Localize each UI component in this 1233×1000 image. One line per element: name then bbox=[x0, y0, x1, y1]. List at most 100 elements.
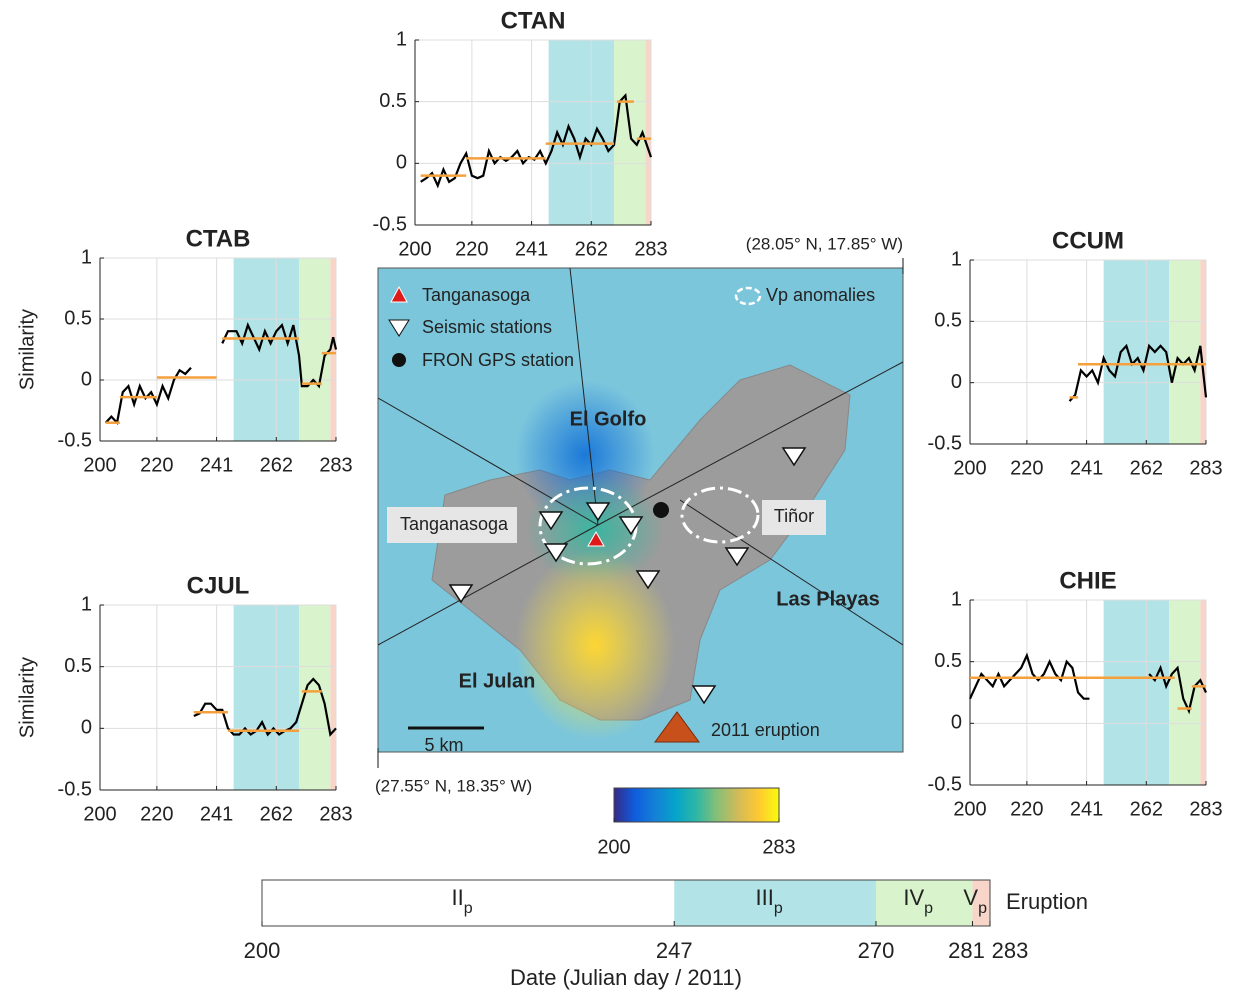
timeline-tick-label: 270 bbox=[858, 938, 895, 963]
y-tick-label: 0.5 bbox=[379, 90, 407, 112]
y-tick-label: 0 bbox=[81, 717, 92, 739]
phase-bar bbox=[262, 880, 675, 926]
y-tick-label: 0 bbox=[951, 712, 962, 734]
phase-bar bbox=[674, 880, 876, 926]
phase-shade bbox=[1200, 260, 1206, 444]
x-tick-label: 200 bbox=[953, 798, 986, 820]
similarity-line bbox=[104, 322, 338, 426]
phase-label: IIp bbox=[452, 885, 473, 917]
x-tick-label: 220 bbox=[1010, 798, 1043, 820]
x-tick-label: 283 bbox=[1189, 457, 1222, 479]
y-tick-label: -0.5 bbox=[58, 429, 92, 451]
x-tick-label: 262 bbox=[1130, 798, 1163, 820]
corner-coord: (28.05° N, 17.85° W) bbox=[746, 234, 903, 253]
phase-shade bbox=[233, 605, 300, 790]
similarity-line bbox=[193, 677, 337, 737]
phase-subscript: p bbox=[464, 900, 473, 917]
phase-label: IIIp bbox=[755, 885, 782, 917]
legend-marker bbox=[390, 285, 408, 303]
label-box bbox=[762, 500, 826, 535]
y-axis-label: Similarity bbox=[16, 657, 38, 738]
station bbox=[724, 547, 750, 567]
y-tick-label: 0 bbox=[396, 152, 407, 174]
x-tick-label: 200 bbox=[953, 457, 986, 479]
timeline-tick-label: 247 bbox=[656, 938, 693, 963]
legend-label: FRON GPS station bbox=[422, 350, 574, 370]
y-tick-label: -0.5 bbox=[58, 778, 92, 800]
phase-shade bbox=[100, 605, 234, 790]
map: Tanganasoga Seismic stations FRON GPS st… bbox=[375, 234, 904, 795]
phase-shade bbox=[233, 258, 300, 441]
chart-title: CCUM bbox=[1052, 227, 1124, 254]
x-tick-label: 262 bbox=[575, 238, 608, 260]
place-label: El Golfo bbox=[570, 408, 647, 430]
y-tick-label: 0.5 bbox=[64, 307, 92, 329]
similarity-line bbox=[969, 652, 1207, 715]
place-label: Tanganasoga bbox=[400, 514, 509, 534]
phase-shade bbox=[1103, 600, 1170, 785]
x-tick-label: 283 bbox=[319, 803, 352, 825]
phase-name: III bbox=[755, 885, 773, 910]
y-tick-label: 1 bbox=[951, 588, 962, 610]
gps-station bbox=[653, 502, 669, 518]
y-tick-label: 0.5 bbox=[64, 655, 92, 677]
legend-marker bbox=[734, 286, 762, 306]
x-tick-label: 241 bbox=[200, 803, 233, 825]
vp-anomaly bbox=[680, 486, 760, 544]
phase-shade bbox=[330, 258, 336, 441]
legend-marker bbox=[392, 353, 406, 367]
x-tick-label: 262 bbox=[1130, 457, 1163, 479]
timeline-tick-label: 281 bbox=[948, 938, 985, 963]
station bbox=[691, 685, 717, 705]
y-tick-label: 0 bbox=[81, 368, 92, 390]
y-tick-label: 0 bbox=[951, 371, 962, 393]
y-tick-label: 1 bbox=[81, 246, 92, 268]
x-tick-label: 241 bbox=[200, 454, 233, 476]
station bbox=[781, 447, 807, 467]
phase-shade bbox=[645, 40, 651, 225]
phase-shade bbox=[330, 605, 336, 790]
phase-shade bbox=[548, 40, 615, 225]
chart-title: CTAB bbox=[186, 225, 251, 252]
timeline-tick-label: 283 bbox=[992, 938, 1029, 963]
colorbar-tick-label: 283 bbox=[762, 836, 795, 858]
y-tick-label: -0.5 bbox=[928, 432, 962, 454]
colorbar-tick-label: 200 bbox=[597, 836, 630, 858]
label-box bbox=[387, 507, 517, 543]
phase-name: V bbox=[963, 885, 978, 910]
legend-label: Seismic stations bbox=[422, 317, 552, 337]
profile-line bbox=[378, 397, 599, 526]
timeline-end-label: Eruption bbox=[1006, 889, 1088, 914]
phase-shade bbox=[299, 258, 331, 441]
phase-name: II bbox=[452, 885, 464, 910]
volcano-icon bbox=[654, 711, 700, 743]
y-tick-label: 1 bbox=[951, 248, 962, 270]
x-tick-label: 283 bbox=[1189, 798, 1222, 820]
place-label: Tiñor bbox=[774, 506, 814, 526]
phase-shade bbox=[1103, 260, 1170, 444]
y-tick-label: -0.5 bbox=[373, 213, 407, 235]
phase-shade bbox=[970, 600, 1104, 785]
x-tick-label: 283 bbox=[634, 238, 667, 260]
phase-subscript: p bbox=[978, 900, 987, 917]
phase-name: IV bbox=[903, 885, 924, 910]
y-tick-label: 0.5 bbox=[934, 650, 962, 672]
x-tick-label: 220 bbox=[455, 238, 488, 260]
chart-title: CHIE bbox=[1059, 567, 1116, 594]
phase-label: IVp bbox=[903, 885, 933, 917]
place-label: Las Playas bbox=[776, 588, 879, 610]
y-tick-label: -0.5 bbox=[928, 773, 962, 795]
profile-line bbox=[569, 268, 599, 526]
scale-label: 5 km bbox=[424, 735, 463, 755]
station bbox=[538, 511, 564, 531]
x-tick-label: 241 bbox=[1070, 457, 1103, 479]
phase-shade bbox=[415, 40, 549, 225]
chart-title: CJUL bbox=[187, 572, 250, 599]
phase-subscript: p bbox=[774, 900, 783, 917]
x-tick-label: 200 bbox=[83, 803, 116, 825]
quake-cloud bbox=[515, 550, 675, 740]
station bbox=[585, 502, 611, 522]
timeline-tick-label: 200 bbox=[244, 938, 281, 963]
x-tick-label: 220 bbox=[1010, 457, 1043, 479]
